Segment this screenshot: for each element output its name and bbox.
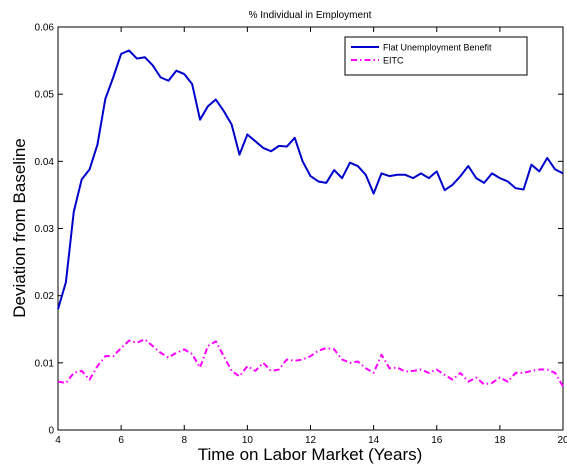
legend-box (344, 36, 528, 76)
y-tick-label: 0 (48, 426, 54, 437)
x-tick-label: 4 (55, 435, 61, 446)
y-tick-label: 0.05 (35, 90, 55, 101)
series-line (57, 49, 564, 310)
legend-label: EITC (383, 56, 404, 66)
x-axis-label: Time on Labor Market (Years) (198, 445, 423, 464)
legend: Flat Unemployment Benefit EITC (344, 36, 528, 76)
series-line (57, 338, 564, 387)
x-tick-label: 8 (181, 435, 187, 446)
x-tick-label: 10 (242, 435, 254, 446)
y-tick-label: 0.02 (35, 291, 55, 302)
x-tick-label: 14 (368, 435, 380, 446)
x-tick-label: 12 (305, 435, 317, 446)
y-tick-label: 0.03 (35, 224, 55, 235)
y-tick-label: 0.06 (35, 23, 55, 34)
legend-label: Flat Unemployment Benefit (383, 43, 492, 53)
x-tick-label: 20 (557, 435, 567, 446)
x-tick-label: 18 (494, 435, 506, 446)
y-tick-label: 0.04 (35, 157, 55, 168)
y-axis-label: Deviation from Baseline (10, 138, 29, 318)
x-tick-label: 6 (118, 435, 124, 446)
x-tick-label: 16 (431, 435, 443, 446)
chart-title: % Individual in Employment (249, 10, 372, 21)
y-tick-label: 0.01 (35, 358, 55, 369)
